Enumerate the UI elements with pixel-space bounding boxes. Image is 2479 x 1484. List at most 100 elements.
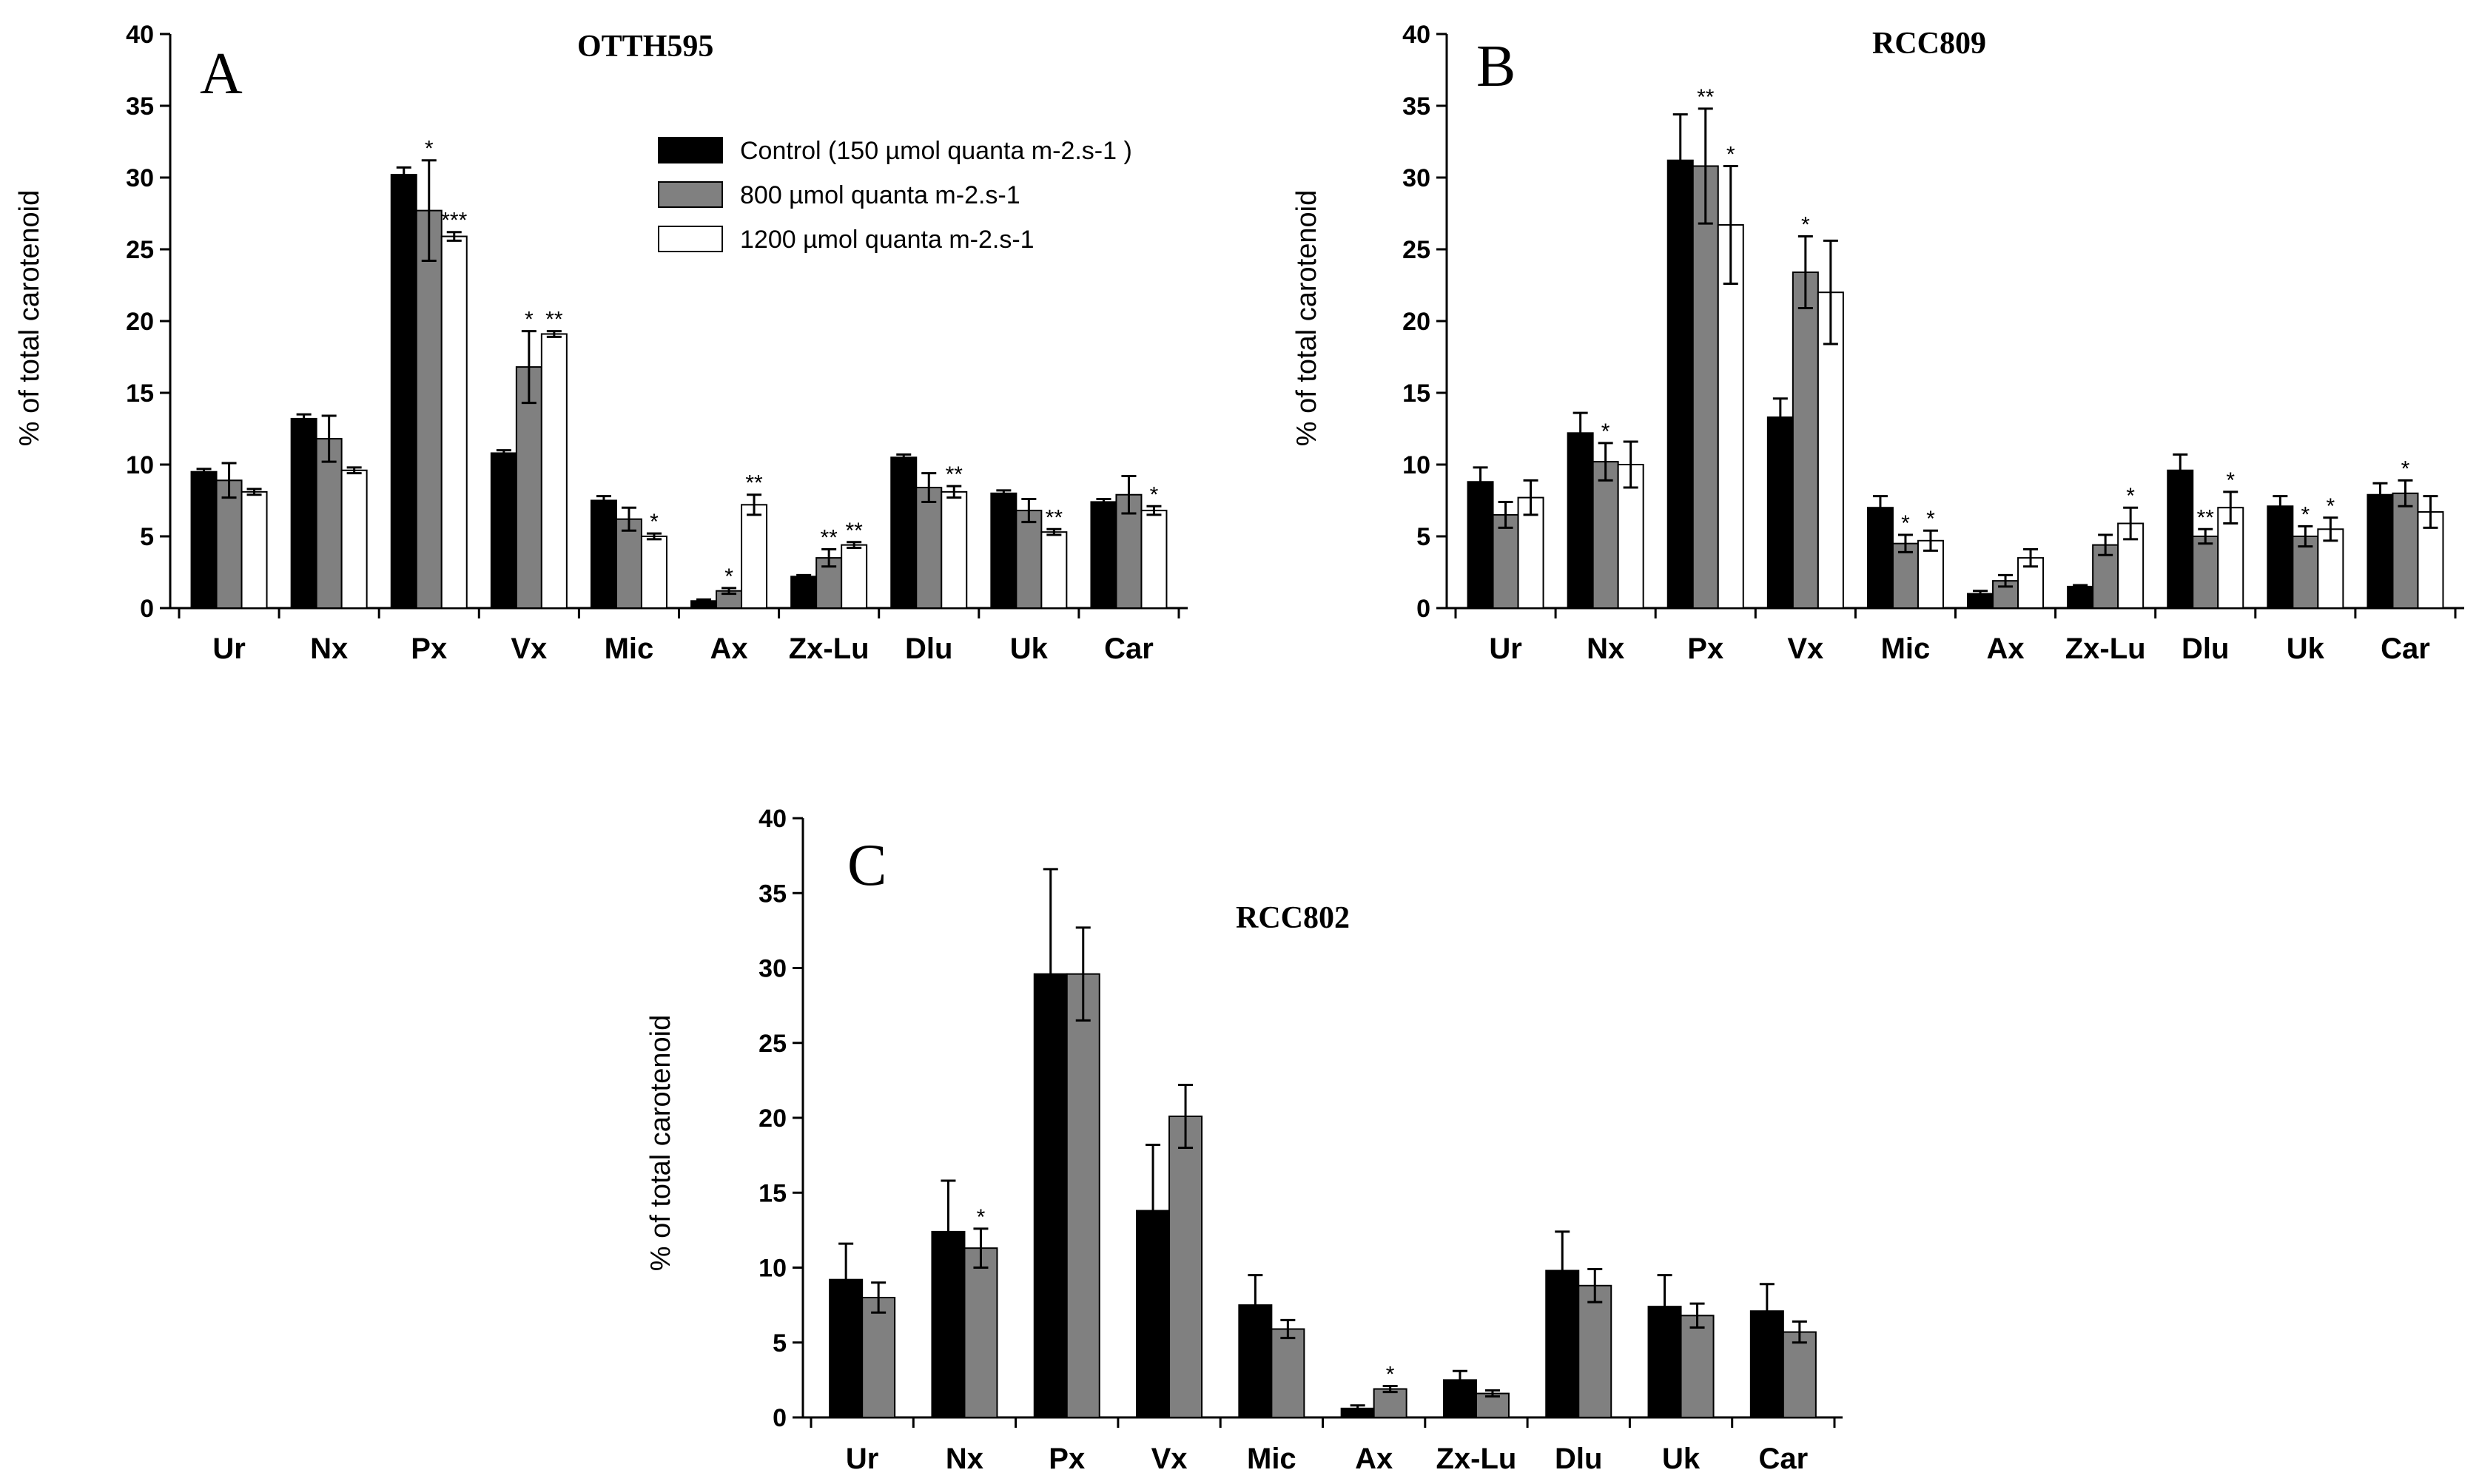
panel-a-bar-px-s2 [440, 235, 468, 609]
panel-a-significance-mark: * [425, 137, 434, 161]
panel-a-category-label: Car [1104, 633, 1154, 665]
panel-b-bar-dlu-s1 [2192, 536, 2219, 609]
panel-b-significance-mark: * [1801, 213, 1810, 237]
panel-c-y-tick-label: 35 [758, 880, 787, 908]
panel-b-significance-mark: * [2301, 502, 2310, 527]
panel-b-category-label: Ur [1489, 633, 1521, 665]
panel-a-bar-mic-s1 [615, 518, 642, 609]
panel-b-title: RCC809 [1872, 27, 1986, 61]
panel-a-bar-dlu-s2 [941, 490, 968, 609]
panel-b-bar-uk-s0 [2267, 505, 2294, 610]
panel-a-letter: A [200, 41, 243, 107]
panel-b-category-label: Vx [1787, 633, 1823, 665]
panel-b-category-label: Px [1687, 633, 1723, 665]
panel-a-bar-zx-lu-s2 [841, 544, 868, 610]
panel-a-bar-car-s2 [1140, 510, 1168, 610]
panel-c-bar-mic-s1 [1271, 1328, 1305, 1419]
panel-b-bar-ur-s2 [1517, 496, 1544, 609]
panel-c-category-label: Mic [1247, 1443, 1296, 1475]
panel-b-y-tick-label: 15 [1402, 380, 1430, 408]
panel-b-y-tick-label: 35 [1402, 92, 1430, 121]
panel-b-y-tick-label: 0 [1416, 595, 1430, 623]
panel-b-category-label: Ax [1986, 633, 2024, 665]
panel-c-y-tick-label: 10 [758, 1255, 787, 1283]
panel-b-y-tick-label: 30 [1402, 164, 1430, 192]
panel-a-title: OTTH595 [577, 30, 713, 64]
panel-b-letter: B [1476, 34, 1516, 99]
panel-b-significance-mark: * [2226, 468, 2235, 493]
panel-a-bar-dlu-s0 [890, 456, 918, 609]
panel-a-significance-mark: * [525, 308, 534, 332]
panel-a-significance-mark: *** [441, 209, 467, 233]
panel-a-bar-px-s1 [415, 209, 443, 609]
panel-b-y-tick-label: 40 [1402, 21, 1430, 49]
panel-a-bar-nx-s0 [290, 417, 317, 609]
panel-a-significance-mark: ** [946, 462, 963, 487]
panel-b-y-tick-label: 25 [1402, 236, 1430, 264]
panel-c-y-tick-label: 0 [773, 1404, 787, 1432]
panel-b-category-label: Uk [2287, 633, 2325, 665]
panel-c-category-label: Dlu [1555, 1443, 1602, 1475]
panel-a-significance-mark: ** [820, 525, 838, 550]
panel-c-bar-ur-s1 [861, 1297, 896, 1418]
panel-b-significance-mark: * [1901, 511, 1910, 536]
panel-a-bar-ax-s2 [741, 504, 768, 609]
panel-a-bar-vx-s2 [540, 333, 568, 609]
panel-b-significance-mark: ** [1697, 85, 1715, 109]
panel-b-bar-ur-s1 [1492, 513, 1519, 610]
legend-swatch-1200 [658, 226, 723, 252]
panel-c-bar-uk-s1 [1680, 1315, 1715, 1419]
panel-b-significance-mark: ** [2197, 505, 2215, 530]
panel-a-category-label: Nx [310, 633, 348, 665]
panel-b-bar-vx-s0 [1766, 416, 1794, 609]
panel-b-y-tick-label: 20 [1402, 308, 1430, 336]
legend-item-800: 800 µmol quanta m-2.s-1 [658, 181, 1020, 209]
panel-a-y-tick-label: 40 [126, 21, 154, 49]
panel-a-bar-vx-s0 [490, 452, 517, 609]
panel-c-y-axis-label: % of total carotenoid [645, 1015, 676, 1271]
panel-a-significance-mark: ** [845, 519, 863, 543]
panel-a-significance-mark: * [724, 564, 733, 589]
panel-b-bar-nx-s1 [1592, 461, 1619, 609]
panel-a-bar-vx-s1 [515, 366, 542, 609]
panel-c-letter: C [847, 833, 887, 898]
panel-c-significance-mark: * [977, 1205, 986, 1230]
panel-a-bar-uk-s1 [1015, 510, 1043, 610]
panel-a-y-tick-label: 25 [126, 236, 154, 264]
panel-b-category-label: Car [2381, 633, 2430, 665]
panel-b-bar-car-s1 [2392, 492, 2419, 609]
panel-c-category-label: Px [1049, 1443, 1085, 1475]
panel-a-y-axis-label: % of total carotenoid [14, 190, 45, 446]
legend-swatch-control [658, 137, 723, 163]
panel-c-significance-mark: * [1386, 1362, 1395, 1386]
panel-b-category-label: Zx-Lu [2065, 633, 2146, 665]
panel-c-category-label: Vx [1151, 1443, 1188, 1475]
panel-c-title: RCC802 [1236, 901, 1350, 935]
panel-b-bar-mic-s0 [1866, 507, 1894, 610]
panel-a-category-label: Ur [212, 633, 245, 665]
panel-c-bar-dlu-s1 [1578, 1284, 1612, 1419]
panel-a-y-tick-label: 5 [140, 523, 154, 551]
panel-a-significance-mark: ** [1046, 505, 1063, 530]
panel-c-bar-car-s1 [1782, 1331, 1817, 1418]
panel-a-bar-nx-s2 [340, 469, 368, 610]
panel-a-bar-ur-s2 [240, 490, 268, 609]
panel-a-category-label: Zx-Lu [789, 633, 870, 665]
panel-c-bar-vx-s0 [1136, 1210, 1171, 1419]
panel-b-significance-mark: * [1926, 507, 1935, 531]
legend-item-1200: 1200 µmol quanta m-2.s-1 [658, 226, 1035, 254]
panel-b-significance-mark: * [2126, 484, 2135, 508]
panel-a-bar-px-s0 [390, 174, 417, 609]
panel-a-significance-mark: * [1150, 482, 1159, 507]
panel-a-y-tick-label: 35 [126, 92, 154, 121]
panel-a-y-tick-label: 15 [126, 380, 154, 408]
panel-a-category-label: Uk [1010, 633, 1049, 665]
panel-c-bar-nx-s1 [963, 1247, 998, 1419]
panel-c-category-label: Zx-Lu [1436, 1443, 1517, 1475]
panel-c-bar-vx-s1 [1168, 1115, 1203, 1418]
panel-c-y-tick-label: 30 [758, 955, 787, 983]
panel-a-bar-zx-lu-s1 [815, 557, 843, 609]
